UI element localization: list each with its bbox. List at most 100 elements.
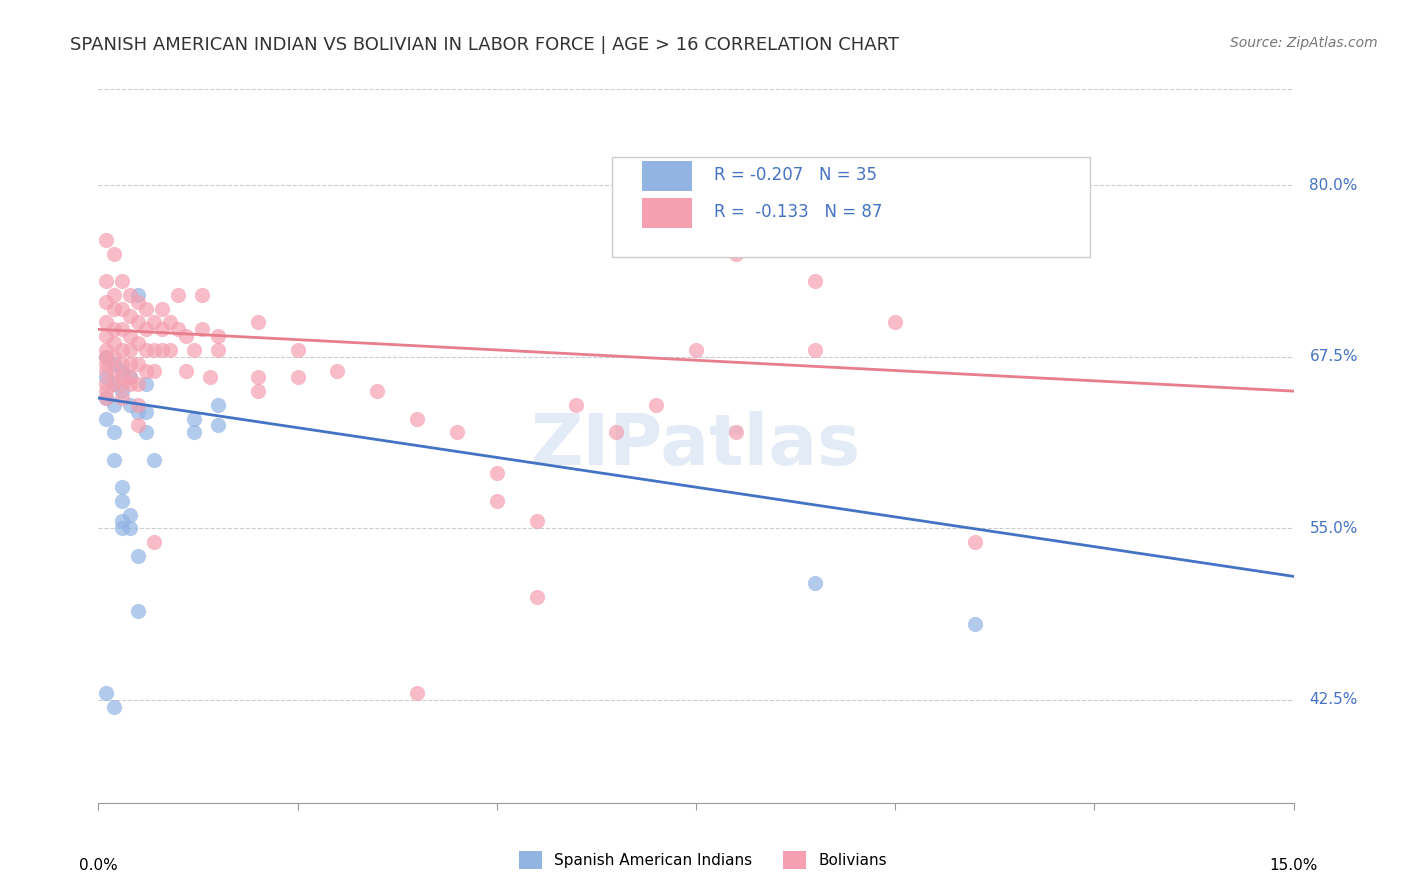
Point [246, 384, 269, 398]
Point [120, 357, 142, 371]
Point [406, 411, 429, 425]
Point [174, 329, 197, 343]
Point [127, 549, 149, 563]
Point [526, 590, 548, 604]
Point [207, 398, 229, 412]
Point [159, 316, 181, 330]
Text: 15.0%: 15.0% [1270, 858, 1317, 872]
Point [150, 343, 173, 357]
Legend: Spanish American Indians, Bolivians: Spanish American Indians, Bolivians [513, 845, 893, 875]
Point [103, 398, 125, 412]
Point [150, 322, 173, 336]
Point [103, 322, 125, 336]
Point [198, 370, 221, 384]
Point [804, 274, 827, 288]
Point [96, 377, 118, 392]
Point [174, 363, 197, 377]
Point [135, 343, 157, 357]
Point [111, 384, 134, 398]
Point [111, 494, 134, 508]
Point [120, 508, 142, 522]
Point [406, 686, 429, 700]
Point [804, 343, 827, 357]
Text: R = -0.207   N = 35: R = -0.207 N = 35 [714, 166, 877, 184]
Point [804, 576, 827, 591]
Point [111, 370, 134, 384]
Point [103, 301, 125, 316]
Point [135, 425, 157, 440]
Point [111, 521, 134, 535]
Point [159, 343, 181, 357]
Point [96, 294, 118, 309]
Point [605, 425, 627, 440]
Text: 67.5%: 67.5% [1309, 350, 1358, 364]
Point [135, 301, 157, 316]
Point [127, 288, 149, 302]
Point [120, 521, 142, 535]
Point [724, 247, 747, 261]
Point [120, 370, 142, 384]
Point [127, 377, 149, 392]
Point [111, 322, 134, 336]
Point [127, 604, 149, 618]
Point [207, 418, 229, 433]
Point [120, 288, 142, 302]
Point [167, 322, 190, 336]
Point [103, 357, 125, 371]
Point [103, 377, 125, 392]
Point [111, 301, 134, 316]
Point [96, 316, 118, 330]
Point [143, 363, 166, 377]
Point [96, 686, 118, 700]
Point [111, 515, 134, 529]
Text: ZIPatlas: ZIPatlas [531, 411, 860, 481]
Point [645, 398, 668, 412]
Point [96, 384, 118, 398]
Point [103, 350, 125, 364]
Point [963, 535, 986, 549]
Point [167, 288, 190, 302]
Point [127, 405, 149, 419]
Point [111, 343, 134, 357]
Point [96, 329, 118, 343]
Point [96, 274, 118, 288]
Point [111, 274, 134, 288]
Point [120, 370, 142, 384]
Point [120, 329, 142, 343]
Point [96, 233, 118, 247]
Point [326, 363, 349, 377]
FancyBboxPatch shape [643, 161, 692, 191]
Point [96, 350, 118, 364]
Point [246, 316, 269, 330]
Point [96, 411, 118, 425]
Point [111, 357, 134, 371]
Point [135, 377, 157, 392]
Point [103, 425, 125, 440]
Point [207, 329, 229, 343]
Point [191, 288, 214, 302]
Point [366, 384, 388, 398]
FancyBboxPatch shape [612, 157, 1091, 257]
Text: Source: ZipAtlas.com: Source: ZipAtlas.com [1230, 36, 1378, 50]
Point [111, 480, 134, 494]
Point [127, 357, 149, 371]
Point [96, 343, 118, 357]
Point [120, 343, 142, 357]
Point [127, 316, 149, 330]
FancyBboxPatch shape [643, 198, 692, 228]
Point [485, 467, 508, 481]
Point [150, 301, 173, 316]
Point [446, 425, 468, 440]
Point [111, 377, 134, 392]
Text: R =  -0.133   N = 87: R = -0.133 N = 87 [714, 203, 883, 221]
Point [120, 377, 142, 392]
Point [96, 391, 118, 405]
Point [120, 398, 142, 412]
Point [526, 515, 548, 529]
Point [963, 617, 986, 632]
Point [565, 398, 588, 412]
Point [103, 363, 125, 377]
Point [103, 336, 125, 351]
Point [143, 535, 166, 549]
Point [884, 316, 907, 330]
